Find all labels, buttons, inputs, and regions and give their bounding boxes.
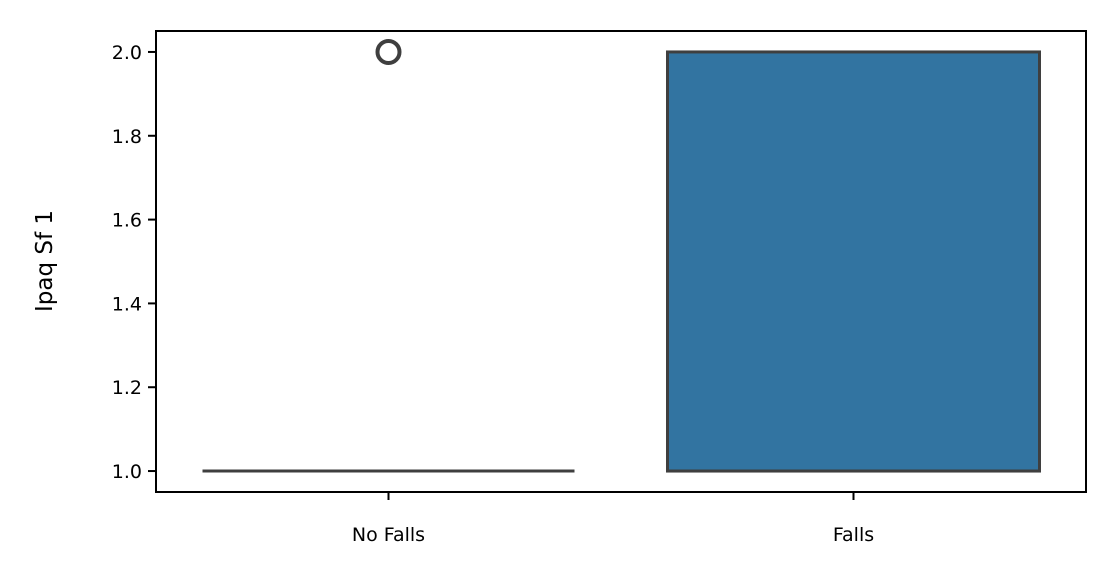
boxes-layer <box>202 38 1041 473</box>
plot-frame <box>155 30 1087 493</box>
y-tick-label: 1.2 <box>112 377 142 399</box>
y-tick-label: 1.4 <box>112 293 142 315</box>
box-group <box>202 38 575 473</box>
y-tick-label: 1.6 <box>112 210 142 232</box>
x-tick-label: No Falls <box>352 524 425 546</box>
x-axis-ticks: No Falls Falls <box>352 492 874 546</box>
x-tick-label: Falls <box>833 524 874 546</box>
y-axis-label: Ipaq Sf 1 <box>32 210 58 312</box>
y-axis-ticks: 1.0 1.2 1.4 1.6 1.8 2.0 <box>112 42 156 483</box>
y-tick-label: 1.8 <box>112 126 142 148</box>
y-tick-label: 1.0 <box>112 461 142 483</box>
box-body <box>666 50 1041 473</box>
outlier-point <box>375 38 402 65</box>
box-group <box>666 50 1041 473</box>
y-tick-label: 2.0 <box>112 42 142 64</box>
